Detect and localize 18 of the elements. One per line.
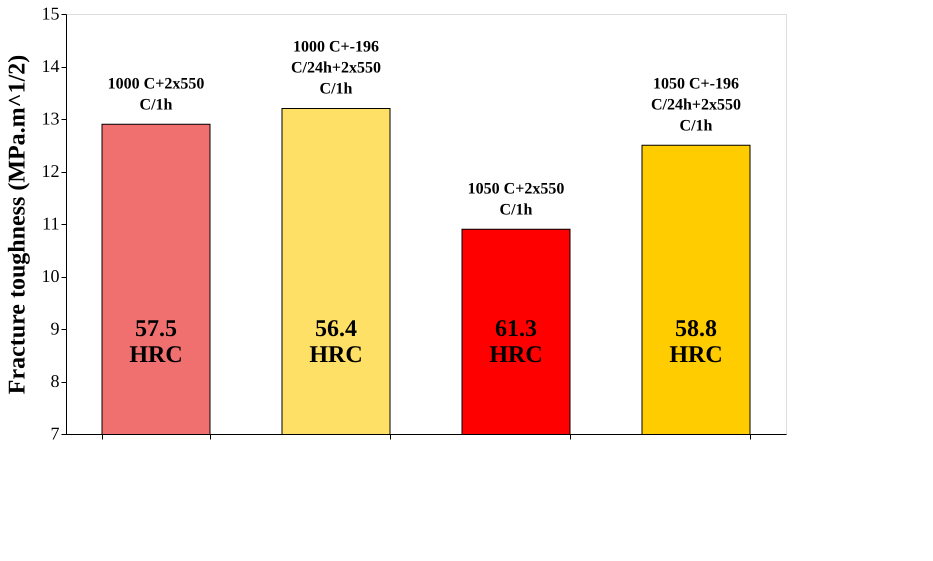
annotation: 58.8 HRC xyxy=(669,316,723,368)
y-tick-label: 14 xyxy=(42,56,60,76)
annotation: 57.5 HRC xyxy=(129,316,183,368)
category-label: 1000 C+2x550 C/1h xyxy=(108,75,204,114)
category-label: 1000 C+-196 C/24h+2x550 C/1h xyxy=(290,38,382,98)
category-label: 1050 C+2x550 C/1h xyxy=(468,180,564,218)
annotation: 56.4 HRC xyxy=(309,316,363,368)
y-tick-label: 15 xyxy=(42,4,60,24)
y-axis-title: Fracture toughness (MPa.m^1/2) xyxy=(4,54,30,394)
y-tick-label: 7 xyxy=(50,424,60,444)
y-tick-label: 12 xyxy=(42,161,60,181)
y-tick-label: 13 xyxy=(42,108,60,128)
y-tick-label: 10 xyxy=(42,266,60,286)
y-tick-label: 11 xyxy=(42,214,60,234)
category-label: 1050 C+-196 C/24h+2x550 C/1h xyxy=(650,75,742,134)
annotation: 61.3 HRC xyxy=(489,316,543,368)
y-tick-label: 9 xyxy=(50,318,60,338)
y-tick-label: 8 xyxy=(50,371,60,391)
